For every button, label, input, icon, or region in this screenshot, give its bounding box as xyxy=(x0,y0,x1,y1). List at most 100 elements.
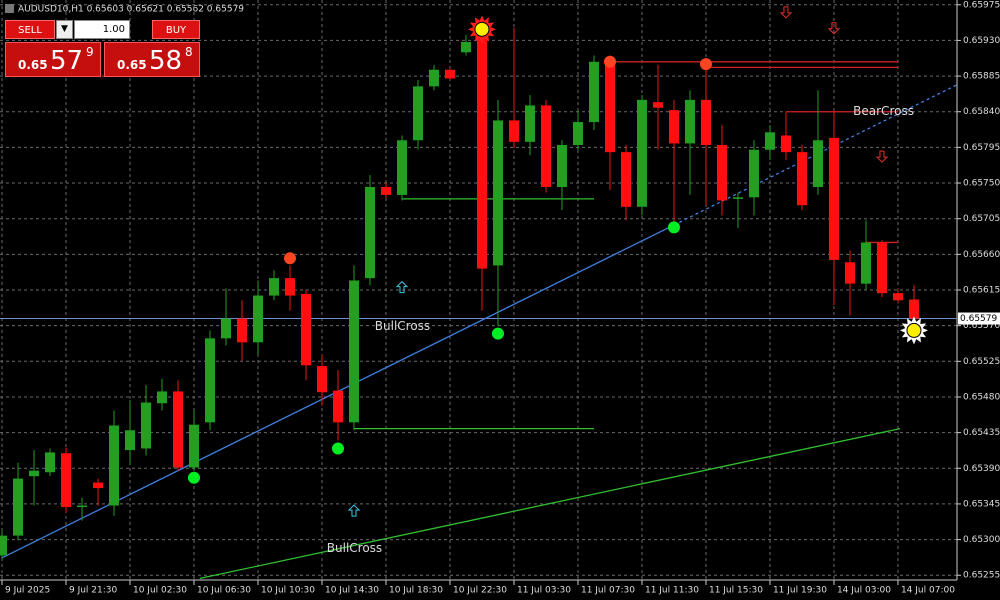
candle-body xyxy=(764,132,775,150)
ask-big: 58 xyxy=(149,46,183,76)
candle-body xyxy=(252,295,263,343)
candle-body xyxy=(364,186,375,279)
candle-body xyxy=(300,293,311,366)
signal-dot xyxy=(283,252,296,265)
candle-body xyxy=(332,390,343,423)
x-tick-label: 11 Jul 07:30 xyxy=(581,586,635,596)
candle-body xyxy=(76,505,87,508)
signal-dot xyxy=(699,58,712,71)
signal-dot xyxy=(187,471,200,484)
sell-button[interactable]: SELL xyxy=(5,20,55,39)
candle-body xyxy=(524,105,535,142)
candle-body xyxy=(396,140,407,195)
sun-marker xyxy=(467,15,496,44)
arrow-up xyxy=(395,280,409,294)
arrow-down xyxy=(779,6,793,19)
candle-body xyxy=(172,391,183,468)
candle-body xyxy=(92,482,103,489)
candle-body xyxy=(348,280,359,423)
candle-body xyxy=(732,197,743,199)
candle-body xyxy=(124,430,135,451)
candle-body xyxy=(236,318,247,343)
x-tick-label: 11 Jul 19:30 xyxy=(773,586,827,596)
symbol-icon xyxy=(5,4,14,13)
ask-small: 8 xyxy=(185,45,193,59)
candle-body xyxy=(892,293,903,301)
candle-body xyxy=(460,41,471,53)
candle-body xyxy=(796,152,807,206)
candle-body xyxy=(508,120,519,142)
candle-body xyxy=(684,99,695,144)
candle-body xyxy=(444,69,455,79)
candle-body xyxy=(428,69,439,87)
y-tick-label: 0.65840 xyxy=(963,107,1000,117)
y-tick-label: 0.65525 xyxy=(963,357,1000,367)
ask-prefix: 0.65 xyxy=(117,58,147,72)
y-tick-label: 0.65345 xyxy=(963,499,1000,509)
signal-label: BullCross xyxy=(375,319,430,333)
x-tick-label: 11 Jul 03:30 xyxy=(517,586,571,596)
y-tick-label: 0.65660 xyxy=(963,250,1000,260)
y-tick-label: 0.65705 xyxy=(963,214,1000,224)
candle-body xyxy=(572,122,583,145)
x-tick-label: 10 Jul 14:30 xyxy=(325,586,379,596)
sun-core xyxy=(906,322,922,338)
y-tick-label: 0.65435 xyxy=(963,428,1000,438)
y-tick-label: 0.65480 xyxy=(963,392,1000,402)
bid-label-box xyxy=(958,312,1000,325)
bid-prefix: 0.65 xyxy=(18,58,48,72)
lot-input[interactable]: 1.00 xyxy=(74,20,130,39)
x-tick-label: 10 Jul 02:30 xyxy=(133,586,187,596)
trend-line xyxy=(199,428,901,580)
y-tick-label: 0.65750 xyxy=(963,179,1000,189)
arrow-down xyxy=(827,22,841,35)
candle-body xyxy=(108,425,119,506)
candle-body xyxy=(316,366,327,393)
y-tick-label: 0.65885 xyxy=(963,72,1000,82)
bid-box[interactable]: 0.65 57 9 xyxy=(5,42,101,77)
x-tick-label: 10 Jul 06:30 xyxy=(197,586,251,596)
chart-title: AUDUSD10,H1 0.65603 0.65621 0.65562 0.65… xyxy=(18,5,244,15)
candle-body xyxy=(652,102,663,108)
x-tick-label: 10 Jul 10:30 xyxy=(261,586,315,596)
trade-panel: SELL ▼ 1.00 BUY 0.65 57 9 0.65 58 8 xyxy=(5,20,200,77)
candle-body xyxy=(828,137,839,260)
candle-body xyxy=(556,145,567,187)
candle-body xyxy=(492,120,503,266)
y-tick-label: 0.65390 xyxy=(963,464,1000,474)
candle-body xyxy=(12,478,23,536)
sun-marker xyxy=(899,316,928,345)
candle-body xyxy=(908,299,919,319)
candle-body xyxy=(220,318,231,339)
x-tick-label: 9 Jul 21:30 xyxy=(69,586,118,596)
y-tick-label: 0.65300 xyxy=(963,535,1000,545)
candle-body xyxy=(476,30,487,269)
signal-dot xyxy=(667,221,680,234)
ask-box[interactable]: 0.65 58 8 xyxy=(104,42,200,77)
buy-button[interactable]: BUY xyxy=(152,20,200,39)
candle-body xyxy=(188,424,199,468)
bid-label: 0.65579 xyxy=(960,314,997,324)
candle-body xyxy=(668,110,679,144)
x-tick-label: 11 Jul 11:30 xyxy=(645,586,699,596)
x-tick-label: 14 Jul 07:00 xyxy=(901,586,955,596)
candle-body xyxy=(60,453,71,508)
candle-body xyxy=(588,61,599,123)
signal-dot xyxy=(331,442,344,455)
bid-small: 9 xyxy=(86,45,94,59)
candle-body xyxy=(204,338,215,423)
candle-body xyxy=(748,149,759,198)
candle-body xyxy=(284,278,295,296)
bid-big: 57 xyxy=(50,46,84,76)
candle-body xyxy=(620,152,631,207)
candle-body xyxy=(28,470,39,477)
x-tick-label: 11 Jul 15:30 xyxy=(709,586,763,596)
lot-dropdown[interactable]: ▼ xyxy=(56,20,73,39)
candle-body xyxy=(156,391,167,404)
candle-body xyxy=(844,262,855,284)
candle-body xyxy=(716,145,727,201)
y-tick-label: 0.65930 xyxy=(963,36,1000,46)
y-tick-label: 0.65975 xyxy=(963,0,1000,10)
candle-body xyxy=(812,140,823,187)
candle-body xyxy=(380,186,391,195)
